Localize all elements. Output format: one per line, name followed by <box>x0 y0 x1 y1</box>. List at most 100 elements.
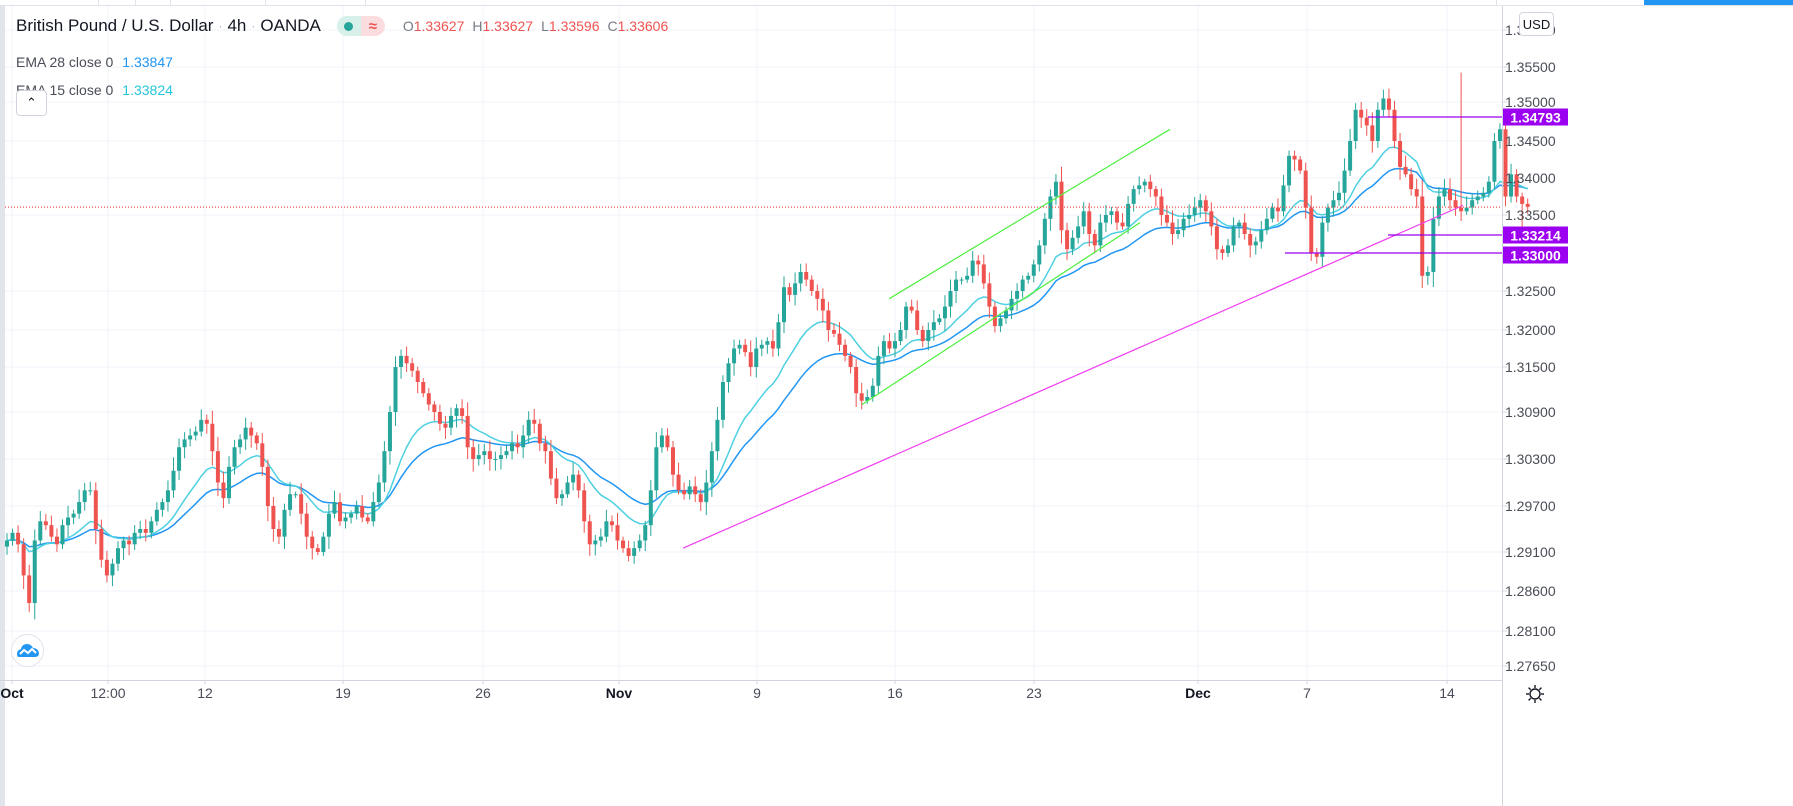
candle-body <box>215 451 220 483</box>
candle-body <box>1053 181 1058 197</box>
candle-body <box>870 385 875 397</box>
active-toolbar-tab[interactable] <box>1644 0 1793 5</box>
horizontal-level-tag[interactable]: 1.33000 <box>1503 246 1568 264</box>
candle-body <box>637 540 642 549</box>
candle-body <box>443 423 448 428</box>
candle-body <box>765 341 770 345</box>
candle-body <box>970 260 975 276</box>
candle-body <box>471 447 476 459</box>
candle-body <box>1242 222 1247 234</box>
low-value: 1.33596 <box>548 18 600 34</box>
candle-body <box>1042 218 1047 246</box>
candle-body <box>27 575 32 603</box>
candle-body <box>465 415 470 448</box>
candle-body <box>21 544 26 576</box>
candle-body <box>293 494 298 496</box>
ohlc-values: O1.33627 H1.33627 L1.33596 C1.33606 <box>403 18 668 34</box>
toolbar-divider <box>170 0 171 5</box>
ema-28-line <box>6 167 1528 548</box>
candle-body <box>648 490 653 526</box>
candle-body <box>931 322 936 330</box>
candle-body <box>387 412 392 452</box>
candle-body <box>787 287 792 295</box>
candle-body <box>1198 200 1203 208</box>
cloud-logo-icon <box>16 643 39 657</box>
market-status-pill[interactable]: ≈ <box>336 16 385 36</box>
candle-body <box>1226 245 1230 253</box>
candle-body <box>487 451 492 459</box>
candle-body <box>1386 98 1391 110</box>
candle-body <box>948 291 953 307</box>
interval-label[interactable]: 4h <box>227 16 247 35</box>
candle-body <box>449 415 453 428</box>
left-panel-edge <box>0 6 5 806</box>
symbol-name[interactable]: British Pound / U.S. Dollar <box>16 16 214 35</box>
candle-body <box>365 517 370 522</box>
candle-body <box>976 260 981 265</box>
candle-body <box>887 341 892 349</box>
study-ema-15[interactable]: EMA 15 close 0 1.33824 <box>16 76 668 104</box>
candle-body <box>915 310 920 330</box>
candle-body <box>165 490 170 503</box>
candle-body <box>526 419 531 436</box>
candle-body <box>615 525 620 541</box>
horizontal-level-tag[interactable]: 1.34793 <box>1503 108 1568 126</box>
channel-lower-line <box>861 222 1141 406</box>
horizontal-level-tag[interactable]: 1.33214 <box>1503 226 1568 244</box>
candle-body <box>859 393 864 401</box>
collapse-legend-button[interactable]: ⌃ <box>16 90 47 116</box>
candle-body <box>71 513 76 518</box>
symbol-title-row: British Pound / U.S. Dollar · 4h · OANDA… <box>16 14 668 38</box>
settings-gear-icon[interactable] <box>1525 684 1545 704</box>
candle-body <box>1281 185 1286 212</box>
candle-body <box>82 490 87 503</box>
candle-body <box>99 529 104 560</box>
currency-button[interactable]: USD <box>1519 12 1554 36</box>
candle-body <box>1237 222 1242 227</box>
candle-body <box>276 529 281 537</box>
candle-body <box>1370 125 1375 141</box>
price-tick-label: 1.31500 <box>1505 359 1556 375</box>
candle-body <box>1448 189 1452 201</box>
candle-body <box>1109 211 1114 215</box>
time-tick-label: 12:00 <box>90 685 126 701</box>
candle-body <box>1142 181 1147 186</box>
price-tick-label: 1.32500 <box>1505 283 1556 299</box>
magenta-trendline <box>682 204 1464 549</box>
candle-body <box>1020 279 1025 291</box>
candle-body <box>643 525 648 541</box>
candle-body <box>404 355 409 364</box>
candle-body <box>288 494 293 510</box>
candle-body <box>831 330 836 334</box>
candle-body <box>304 513 309 537</box>
open-label: O <box>402 18 414 34</box>
candle-body <box>848 355 853 367</box>
candle-body <box>1126 203 1131 227</box>
candle-body <box>193 431 198 436</box>
candle-body <box>1203 200 1208 212</box>
candle-body <box>116 548 120 564</box>
candle-body <box>732 348 737 364</box>
time-tick-label: 7 <box>1303 685 1311 701</box>
candle-body <box>1170 222 1175 234</box>
candle-body <box>1026 275 1031 280</box>
tradingview-logo[interactable] <box>11 634 44 667</box>
candle-body <box>43 521 48 526</box>
candle-body <box>693 486 698 495</box>
candle-body <box>954 279 959 291</box>
candle-body <box>1375 109 1380 141</box>
candle-body <box>804 272 809 280</box>
candle-body <box>60 525 65 545</box>
candle-body <box>1037 245 1042 265</box>
candle-body <box>132 532 137 545</box>
study-ema-28[interactable]: EMA 28 close 0 1.33847 <box>16 48 668 76</box>
candle-body <box>338 502 342 522</box>
candle-body <box>926 330 931 342</box>
candle-body <box>1309 207 1314 253</box>
candle-body <box>188 435 193 440</box>
candle-body <box>782 287 786 323</box>
candle-body <box>171 470 176 491</box>
candle-body <box>998 318 1003 327</box>
study-value: 1.33824 <box>122 82 173 98</box>
